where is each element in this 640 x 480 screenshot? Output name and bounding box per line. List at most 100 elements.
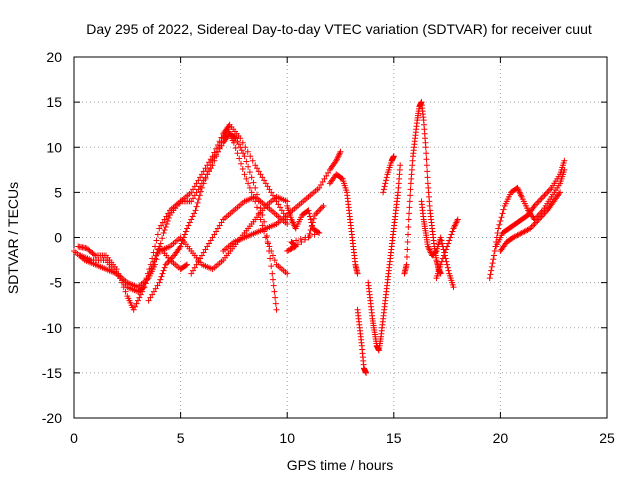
data-point bbox=[407, 186, 414, 193]
data-point bbox=[266, 248, 273, 255]
data-point bbox=[152, 243, 159, 250]
data-point bbox=[200, 168, 207, 175]
data-point bbox=[182, 262, 189, 269]
series-arc-f bbox=[188, 193, 291, 277]
data-point bbox=[206, 240, 213, 247]
data-point bbox=[561, 157, 568, 164]
data-point bbox=[122, 288, 129, 295]
data-point bbox=[547, 186, 554, 193]
data-point bbox=[363, 369, 370, 376]
data-point bbox=[321, 175, 328, 182]
data-point bbox=[487, 271, 494, 278]
data-point bbox=[197, 174, 204, 181]
data-point bbox=[407, 192, 414, 199]
data-point bbox=[306, 213, 313, 220]
data-point bbox=[209, 157, 216, 164]
data-point bbox=[162, 223, 169, 230]
data-point bbox=[316, 229, 323, 236]
data-point bbox=[186, 219, 193, 226]
data-point bbox=[315, 229, 322, 236]
data-point bbox=[252, 184, 259, 191]
data-point bbox=[498, 214, 505, 221]
data-point bbox=[316, 207, 323, 214]
series-arc-j bbox=[354, 306, 370, 376]
data-point bbox=[308, 223, 315, 230]
data-point bbox=[337, 148, 344, 155]
data-point bbox=[403, 254, 410, 261]
data-point bbox=[158, 273, 165, 280]
data-point bbox=[310, 215, 317, 222]
data-point bbox=[320, 202, 327, 209]
series-arc-i bbox=[326, 171, 361, 277]
data-point bbox=[534, 199, 541, 206]
data-point bbox=[216, 145, 223, 152]
data-point bbox=[206, 159, 213, 166]
data-point bbox=[134, 297, 141, 304]
data-point bbox=[90, 251, 97, 258]
data-point bbox=[259, 174, 266, 181]
data-point bbox=[236, 155, 243, 162]
data-point bbox=[538, 195, 545, 202]
data-point bbox=[197, 188, 204, 195]
series-arc-q bbox=[493, 157, 568, 250]
data-point bbox=[406, 204, 413, 211]
data-point bbox=[211, 154, 218, 161]
data-point bbox=[190, 267, 197, 274]
data-point bbox=[246, 184, 253, 191]
data-point bbox=[432, 248, 439, 255]
data-point bbox=[266, 186, 273, 193]
data-point bbox=[317, 181, 324, 188]
data-point bbox=[535, 216, 542, 223]
data-point bbox=[207, 237, 214, 244]
data-point bbox=[449, 228, 456, 235]
data-point bbox=[152, 261, 159, 268]
data-point bbox=[156, 225, 163, 232]
data-point bbox=[213, 228, 220, 235]
series-cluster-h bbox=[284, 202, 327, 255]
data-point bbox=[444, 261, 451, 268]
data-point bbox=[218, 219, 225, 226]
data-point bbox=[193, 203, 200, 210]
data-point bbox=[438, 258, 445, 265]
data-point bbox=[540, 211, 547, 218]
data-point bbox=[293, 237, 300, 244]
data-point bbox=[382, 180, 389, 187]
data-point bbox=[189, 213, 196, 220]
data-point bbox=[454, 216, 461, 223]
data-point bbox=[406, 198, 413, 205]
data-point bbox=[253, 204, 260, 211]
data-point bbox=[152, 285, 159, 292]
data-point bbox=[424, 174, 431, 181]
data-point bbox=[194, 199, 201, 206]
data-point bbox=[381, 183, 388, 190]
data-point bbox=[133, 300, 140, 307]
data-point bbox=[211, 231, 218, 238]
data-point bbox=[497, 217, 504, 224]
data-point bbox=[316, 184, 323, 191]
data-point bbox=[269, 276, 276, 283]
data-point bbox=[488, 263, 495, 270]
y-tick-label: 10 bbox=[46, 139, 62, 155]
x-tick-label: 10 bbox=[279, 430, 295, 446]
data-point bbox=[307, 216, 314, 223]
data-point bbox=[275, 201, 282, 208]
data-point bbox=[272, 300, 279, 307]
chart-title: Day 295 of 2022, Sidereal Day-to-day VTE… bbox=[86, 21, 592, 37]
data-point bbox=[139, 288, 146, 295]
data-point bbox=[191, 210, 198, 217]
data-point bbox=[423, 150, 430, 157]
data-point bbox=[198, 171, 205, 178]
data-point bbox=[159, 235, 166, 242]
data-point bbox=[541, 210, 548, 217]
data-point bbox=[150, 288, 157, 295]
data-point bbox=[306, 230, 313, 237]
data-point bbox=[153, 237, 160, 244]
data-point bbox=[383, 174, 390, 181]
data-point bbox=[297, 236, 304, 243]
data-point bbox=[437, 261, 444, 268]
data-point bbox=[243, 175, 250, 182]
data-point bbox=[423, 156, 430, 163]
data-point bbox=[252, 162, 259, 169]
data-point bbox=[202, 175, 209, 182]
